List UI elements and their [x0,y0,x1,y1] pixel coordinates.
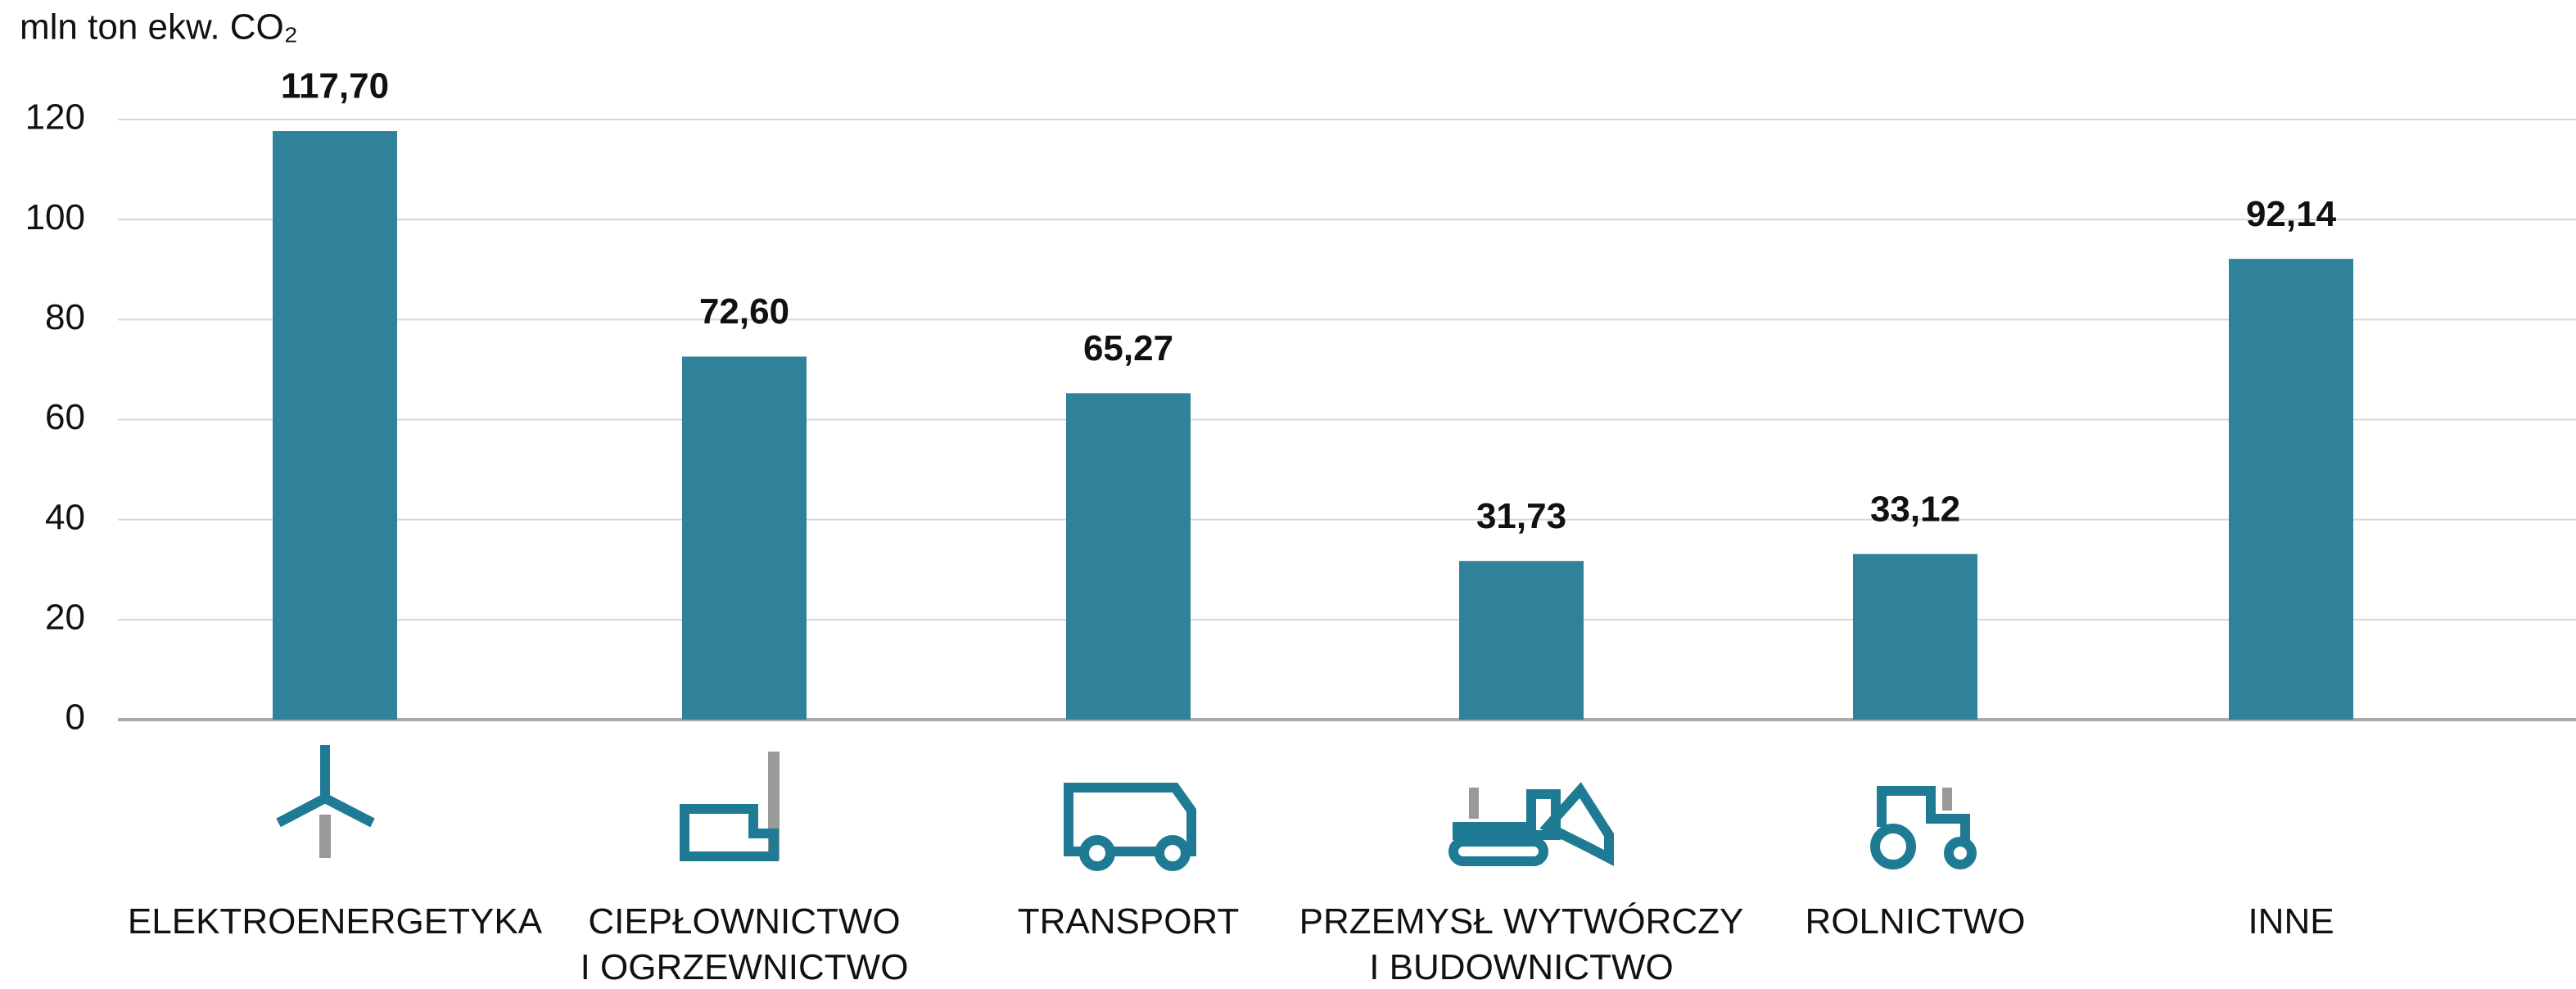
y-axis-label: mln ton ekw. CO₂ [20,7,298,47]
x-tick-label: ELEKTROENERGETYKA [127,901,543,942]
value-label: 117,70 [281,66,389,106]
x-tick-label: CIEPŁOWNICTWO I OGRZEWNICTWO [580,901,909,987]
value-label: 31,73 [1476,496,1566,536]
y-tick-label: 40 [45,497,85,537]
x-tick-label: TRANSPORT [1017,901,1240,942]
x-tick-label: INNE [2248,901,2334,942]
bar [1459,561,1584,720]
bar [273,131,397,720]
value-label: 92,14 [2246,194,2337,234]
x-tick-label: ROLNICTWO [1805,901,2026,942]
y-tick-label: 80 [45,297,85,337]
y-tick-label: 60 [45,397,85,437]
bar [682,356,807,720]
x-tick-label: PRZEMYSŁ WYTWÓRCZY I BUDOWNICTWO [1299,901,1744,987]
bar [2229,259,2353,720]
value-label: 65,27 [1083,328,1173,368]
y-tick-label: 120 [25,97,85,138]
value-label: 72,60 [699,291,789,332]
value-label: 33,12 [1870,489,1960,529]
bar [1066,393,1191,720]
y-tick-label: 100 [25,197,85,237]
y-tick-label: 20 [45,597,85,637]
icons [276,745,1977,871]
bar [1853,553,1977,720]
y-tick-label: 0 [66,698,85,738]
